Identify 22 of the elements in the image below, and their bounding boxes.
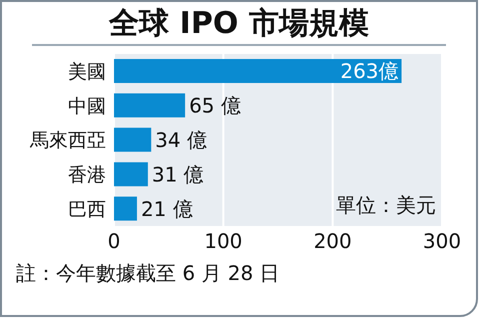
x-tick-label: 300 <box>422 229 462 254</box>
data-label: 21 億 <box>140 196 193 221</box>
y-tick-label: 馬來西亞 <box>29 130 106 152</box>
y-tick-label: 中國 <box>68 95 106 118</box>
bar <box>114 162 148 186</box>
x-tick-label: 200 <box>314 229 352 254</box>
data-label: 34 億 <box>155 128 207 152</box>
bar <box>114 59 402 83</box>
data-label: 65 億 <box>189 94 241 118</box>
y-tick-label: 香港 <box>68 164 106 186</box>
data-label: 263億 <box>340 59 399 84</box>
x-tick-label: 0 <box>108 229 120 254</box>
data-label: 31 億 <box>152 162 204 186</box>
y-tick-label: 巴西 <box>68 198 106 221</box>
x-tick-label: 100 <box>204 229 242 254</box>
chart-title: 全球 IPO 市場規模 <box>32 4 446 46</box>
y-tick-label: 美國 <box>68 60 106 83</box>
bar <box>114 93 186 118</box>
annotation: 單位：美元 <box>336 192 436 219</box>
text: 註：今年數據截至 6 月 28 日 <box>16 260 281 286</box>
bar <box>114 196 137 221</box>
bar <box>114 128 152 152</box>
